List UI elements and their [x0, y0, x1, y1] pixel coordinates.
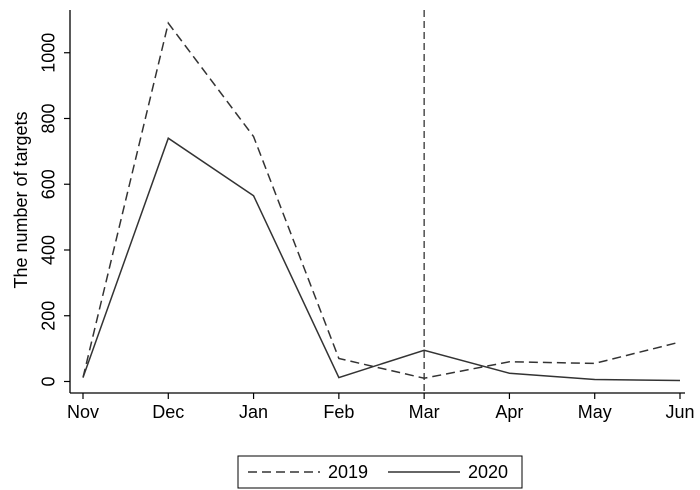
- x-tick-label: Feb: [323, 402, 354, 422]
- y-tick-label: 600: [39, 169, 59, 199]
- x-tick-label: Nov: [67, 402, 99, 422]
- x-tick-label: Dec: [152, 402, 184, 422]
- data-line: [82, 137, 681, 382]
- y-axis-title: The number of targets: [11, 111, 31, 288]
- legend-label: 2020: [468, 462, 508, 482]
- x-tick-label: Jan: [239, 402, 268, 422]
- y-tick-label: 1000: [39, 33, 59, 73]
- y-tick-label: 800: [39, 103, 59, 133]
- legend-label: 2019: [328, 462, 368, 482]
- legend-box: [237, 455, 523, 489]
- y-tick-label: 200: [39, 301, 59, 331]
- y-tick-label: 400: [39, 235, 59, 265]
- data-line: [82, 21, 681, 379]
- y-tick-label: 0: [39, 376, 59, 386]
- x-tick-label: Apr: [495, 402, 523, 422]
- x-tick-label: Mar: [409, 402, 440, 422]
- x-tick-label: May: [578, 402, 612, 422]
- x-tick-label: Jun: [665, 402, 694, 422]
